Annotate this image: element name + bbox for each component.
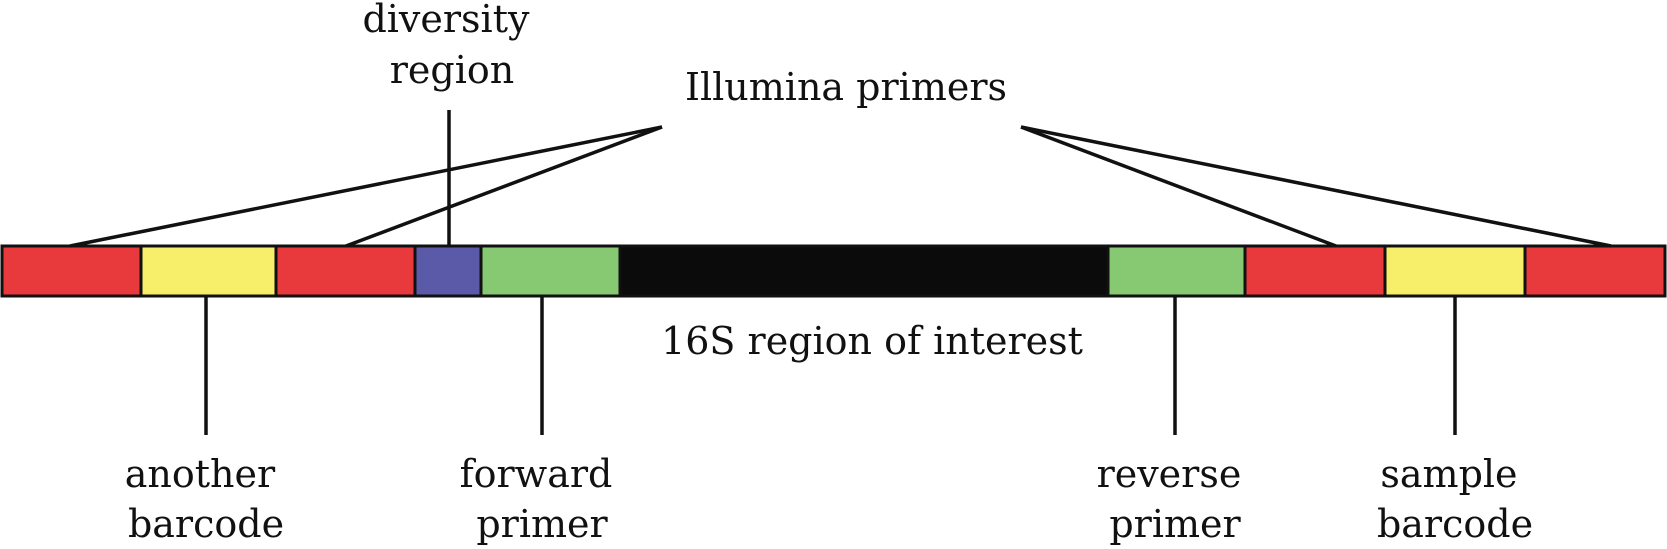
- segment-illumina-primer-1: [0, 244, 143, 298]
- leader-illumina-primer-1: [69, 125, 663, 248]
- segment-diversity-region: [413, 244, 483, 298]
- segment-another-barcode: [139, 244, 278, 298]
- leader-illumina-primer-3: [1020, 125, 1337, 248]
- segment-reverse-primer: [1106, 244, 1247, 298]
- segment-forward-primer: [479, 244, 622, 298]
- label-forward-primer: forward primer: [460, 452, 625, 546]
- segment-16s-region: [618, 244, 1110, 298]
- amplicon-bar: [0, 244, 1667, 298]
- label-diversity-region: diversity region: [362, 0, 541, 92]
- label-sample-barcode: sample barcode: [1377, 452, 1533, 546]
- leader-illumina-primer-4: [1020, 125, 1612, 248]
- label-reverse-primer: reverse primer: [1097, 452, 1254, 546]
- leader-illumina-primer-2: [345, 125, 663, 248]
- label-illumina-primers: Illumina primers: [685, 65, 1007, 109]
- segment-illumina-primer-3: [1243, 244, 1387, 298]
- label-16s-region-of-interest: 16S region of interest: [661, 319, 1083, 363]
- label-another-barcode: another barcode: [125, 452, 288, 546]
- segment-sample-barcode: [1383, 244, 1527, 298]
- segment-illumina-primer-4: [1523, 244, 1667, 298]
- segment-illumina-primer-2: [274, 244, 417, 298]
- leader-lines: [69, 110, 1612, 435]
